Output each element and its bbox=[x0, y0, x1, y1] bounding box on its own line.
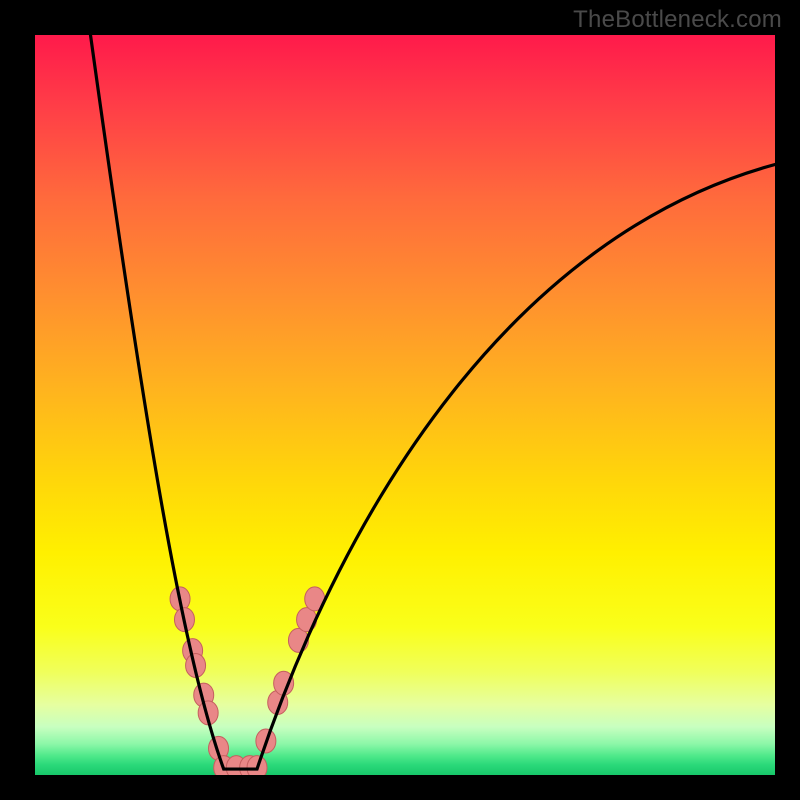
chart-container: TheBottleneck.com bbox=[0, 0, 800, 800]
watermark-text: TheBottleneck.com bbox=[573, 6, 782, 34]
curve-layer bbox=[0, 0, 800, 800]
bottleneck-curve bbox=[91, 35, 776, 769]
